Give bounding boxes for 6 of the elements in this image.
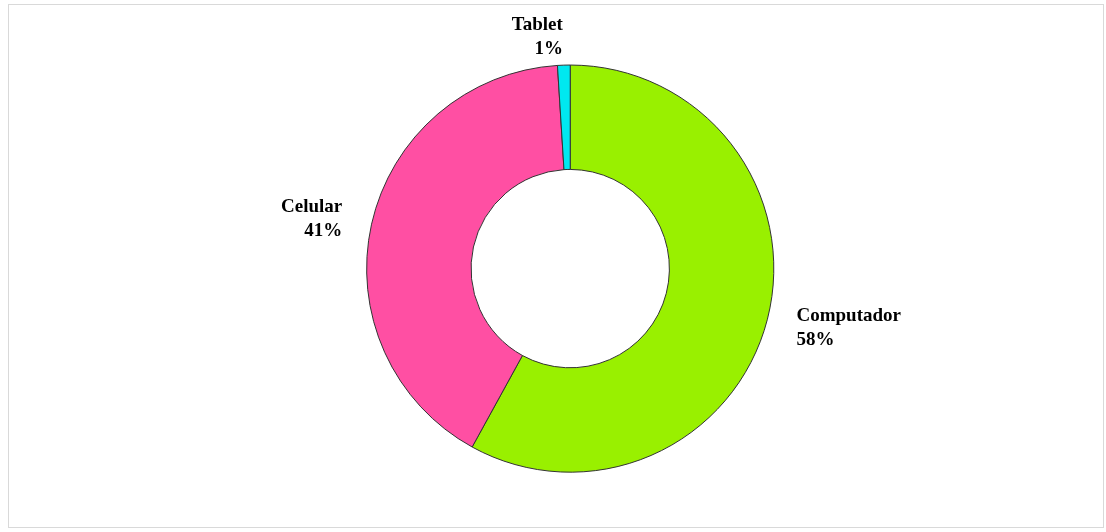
data-label: 41% <box>304 219 343 241</box>
slice-label: Celular <box>281 195 343 217</box>
data-label: 58% <box>796 328 835 350</box>
slice-label: Tablet <box>511 12 564 34</box>
slice-label: Computador <box>796 304 902 326</box>
data-label: 1% <box>534 36 563 58</box>
